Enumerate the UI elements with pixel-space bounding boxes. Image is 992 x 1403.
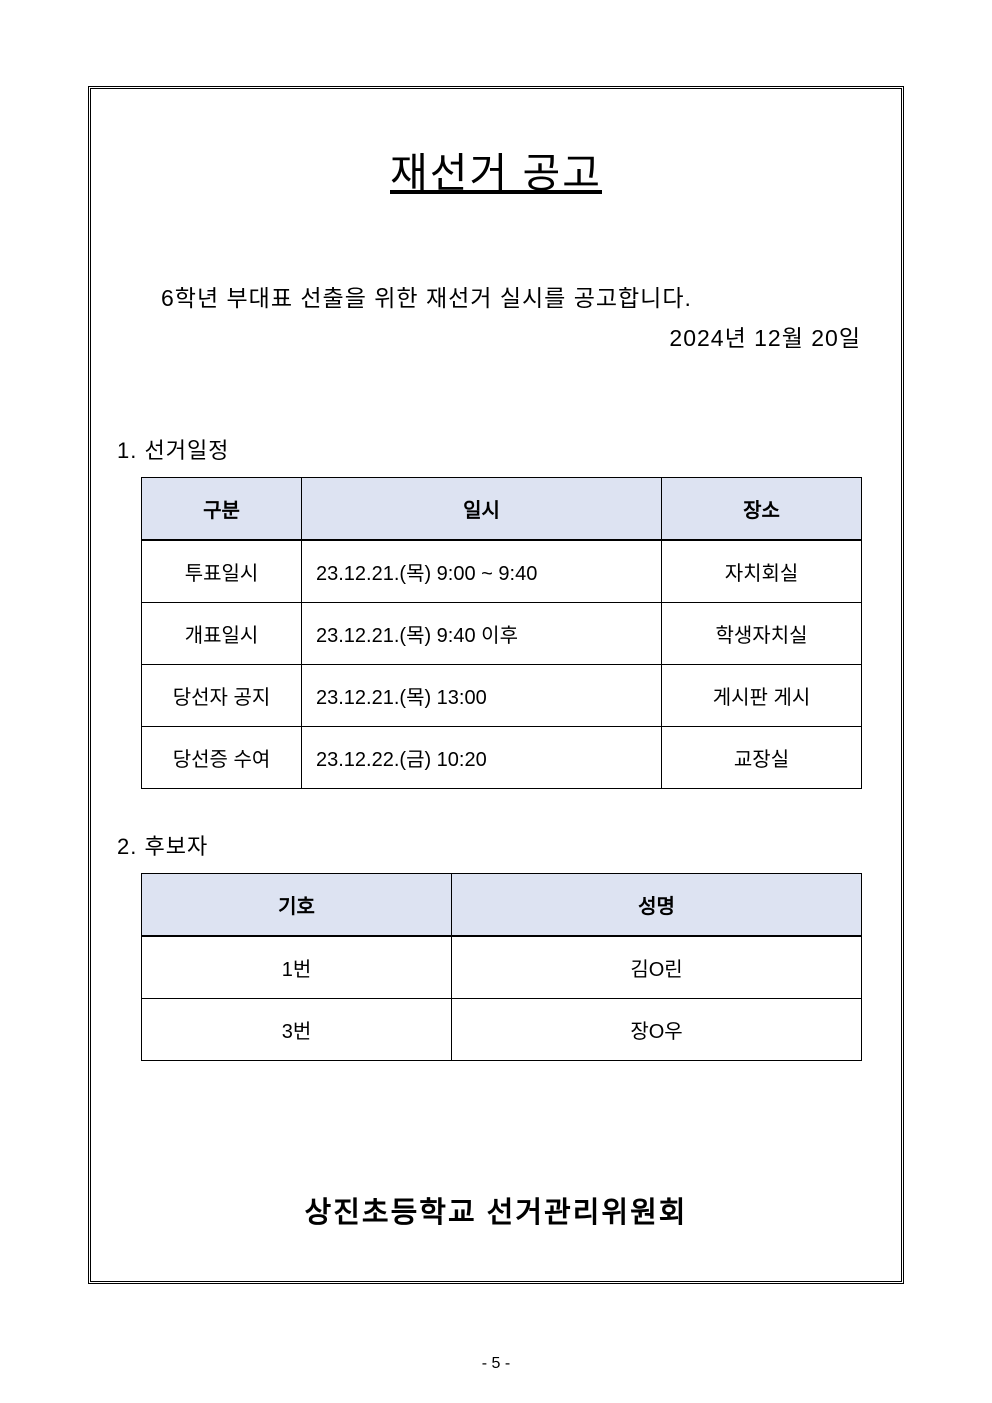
cell: 당선자 공지 xyxy=(142,665,302,727)
cell: 학생자치실 xyxy=(662,603,862,665)
cell: 1번 xyxy=(142,936,452,999)
table-row: 1번 김O린 xyxy=(142,936,862,999)
cell: 게시판 게시 xyxy=(662,665,862,727)
table-row: 투표일시 23.12.21.(목) 9:00 ~ 9:40 자치회실 xyxy=(142,540,862,603)
col-header: 기호 xyxy=(142,874,452,937)
cell: 23.12.21.(목) 9:00 ~ 9:40 xyxy=(302,540,662,603)
table-header-row: 구분 일시 장소 xyxy=(142,478,862,541)
cell: 투표일시 xyxy=(142,540,302,603)
cell: 23.12.21.(목) 9:40 이후 xyxy=(302,603,662,665)
cell: 자치회실 xyxy=(662,540,862,603)
cell: 당선증 수여 xyxy=(142,727,302,789)
document-frame: 재선거 공고 6학년 부대표 선출을 위한 재선거 실시를 공고합니다. 202… xyxy=(88,86,904,1284)
section-2-heading: 2. 후보자 xyxy=(117,829,881,861)
col-header: 장소 xyxy=(662,478,862,541)
cell: 23.12.22.(금) 10:20 xyxy=(302,727,662,789)
cell: 김O린 xyxy=(452,936,862,999)
cell: 3번 xyxy=(142,999,452,1061)
table-row: 당선증 수여 23.12.22.(금) 10:20 교장실 xyxy=(142,727,862,789)
footer-organization: 상진초등학교 선거관리위원회 xyxy=(91,1189,901,1231)
col-header: 성명 xyxy=(452,874,862,937)
table-row: 당선자 공지 23.12.21.(목) 13:00 게시판 게시 xyxy=(142,665,862,727)
cell: 교장실 xyxy=(662,727,862,789)
page-number: - 5 - xyxy=(0,1355,992,1373)
schedule-table: 구분 일시 장소 투표일시 23.12.21.(목) 9:00 ~ 9:40 자… xyxy=(141,477,862,789)
page-title: 재선거 공고 xyxy=(111,139,881,199)
cell: 장O우 xyxy=(452,999,862,1061)
candidate-table: 기호 성명 1번 김O린 3번 장O우 xyxy=(141,873,862,1061)
table-row: 개표일시 23.12.21.(목) 9:40 이후 학생자치실 xyxy=(142,603,862,665)
col-header: 구분 xyxy=(142,478,302,541)
announce-date: 2024년 12월 20일 xyxy=(111,319,861,353)
intro-text: 6학년 부대표 선출을 위한 재선거 실시를 공고합니다. xyxy=(161,279,881,313)
table-row: 3번 장O우 xyxy=(142,999,862,1061)
col-header: 일시 xyxy=(302,478,662,541)
cell: 개표일시 xyxy=(142,603,302,665)
cell: 23.12.21.(목) 13:00 xyxy=(302,665,662,727)
table-header-row: 기호 성명 xyxy=(142,874,862,937)
section-1-heading: 1. 선거일정 xyxy=(117,433,881,465)
